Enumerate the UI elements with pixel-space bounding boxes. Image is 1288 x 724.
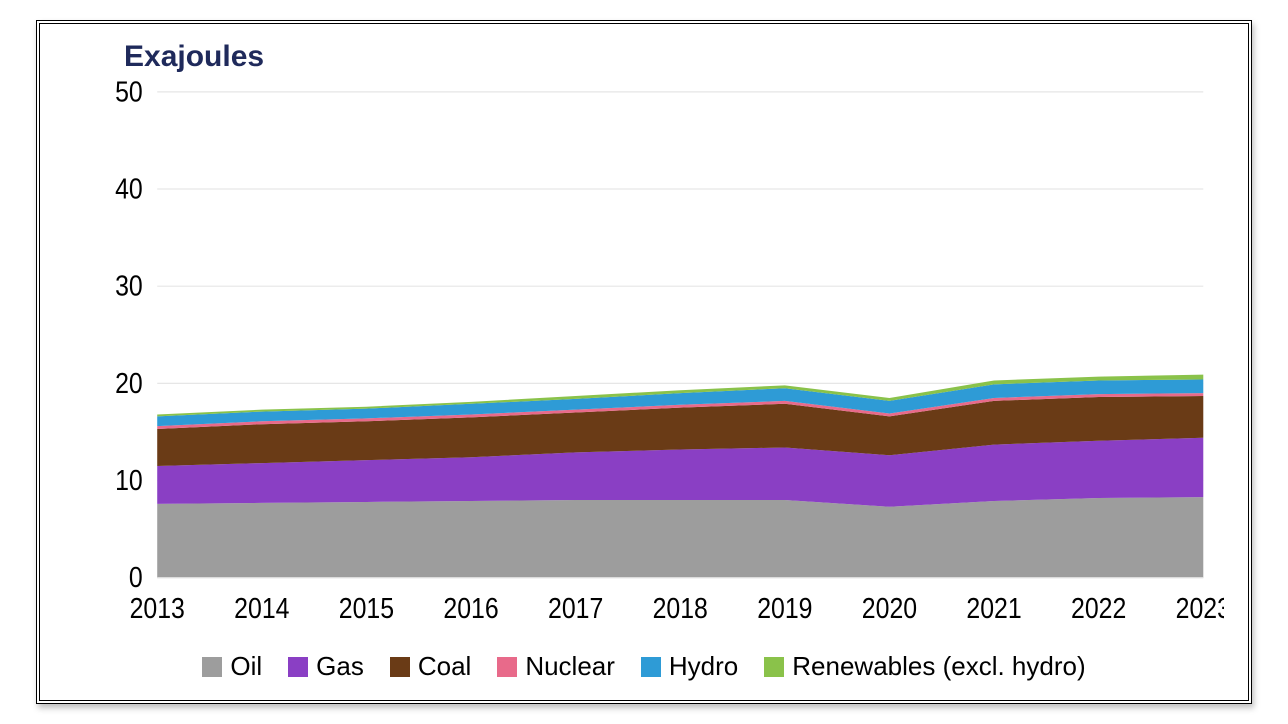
- legend-label: Gas: [316, 651, 364, 682]
- y-tick-label: 10: [115, 464, 143, 496]
- x-tick-label: 2023: [1176, 592, 1224, 624]
- chart-card: Exajoules 0 10 20 30 40 50 2013 2014 2015 2016 201…: [36, 20, 1252, 704]
- plot-area: 0 10 20 30 40 50 2013 2014 2015 2016 2017 2018 2019 2…: [64, 80, 1224, 637]
- y-tick-label: 40: [115, 173, 143, 205]
- legend-item-renewables-excl-hydro-: Renewables (excl. hydro): [764, 651, 1085, 682]
- legend-label: Hydro: [669, 651, 738, 682]
- x-tick-label: 2017: [548, 592, 603, 624]
- legend-swatch: [202, 657, 222, 677]
- legend-swatch: [390, 657, 410, 677]
- legend-item-gas: Gas: [288, 651, 364, 682]
- legend-item-oil: Oil: [202, 651, 262, 682]
- legend-label: Nuclear: [525, 651, 615, 682]
- legend-swatch: [288, 657, 308, 677]
- x-tick-label: 2018: [653, 592, 708, 624]
- legend-label: Renewables (excl. hydro): [792, 651, 1085, 682]
- legend-swatch: [497, 657, 517, 677]
- legend-swatch: [641, 657, 661, 677]
- x-tick-label: 2019: [757, 592, 812, 624]
- y-tick-label: 30: [115, 270, 143, 302]
- legend-swatch: [764, 657, 784, 677]
- x-tick-label: 2021: [966, 592, 1021, 624]
- area-oil: [157, 497, 1203, 578]
- legend-item-coal: Coal: [390, 651, 471, 682]
- y-tick-label: 20: [115, 367, 143, 399]
- x-tick-label: 2014: [234, 592, 289, 624]
- image-frame: Exajoules 0 10 20 30 40 50 2013 2014 2015 2016 201…: [0, 0, 1288, 724]
- legend-label: Coal: [418, 651, 471, 682]
- legend: Oil Gas Coal Nuclear Hydro Renewables (excl. …: [64, 637, 1224, 682]
- legend-item-nuclear: Nuclear: [497, 651, 615, 682]
- stacked-area-svg: 0 10 20 30 40 50 2013 2014 2015 2016 2017 2018 2019 2…: [64, 80, 1224, 637]
- legend-label: Oil: [230, 651, 262, 682]
- chart-title: Exajoules: [124, 40, 1224, 74]
- x-tick-label: 2015: [339, 592, 394, 624]
- y-tick-label: 0: [129, 562, 143, 594]
- x-tick-label: 2016: [443, 592, 498, 624]
- x-tick-label: 2022: [1071, 592, 1126, 624]
- legend-item-hydro: Hydro: [641, 651, 738, 682]
- y-tick-label: 50: [115, 80, 143, 108]
- x-tick-label: 2020: [862, 592, 917, 624]
- x-tick-label: 2013: [130, 592, 185, 624]
